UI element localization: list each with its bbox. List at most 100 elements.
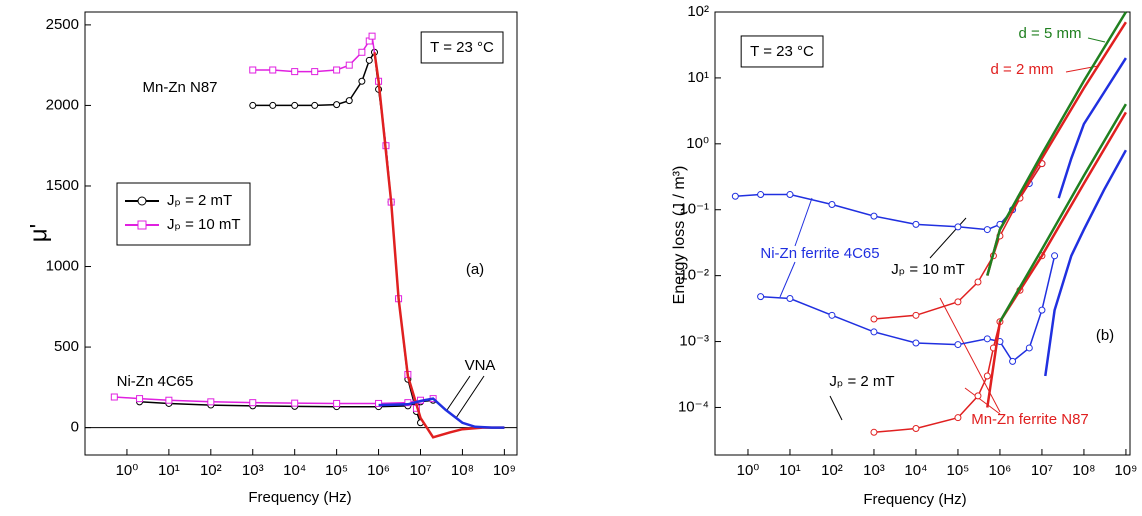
arrow xyxy=(829,395,843,421)
marker xyxy=(983,226,991,234)
marker xyxy=(870,315,878,323)
marker xyxy=(912,339,920,347)
annotation-box xyxy=(420,31,504,64)
series xyxy=(986,11,1127,276)
annotation: T = 23 °C xyxy=(430,39,494,56)
marker xyxy=(333,399,341,407)
marker xyxy=(870,428,878,436)
marker xyxy=(828,201,836,209)
marker xyxy=(731,192,739,200)
annotation: d = 5 mm xyxy=(1019,25,1082,42)
annotation: Jₚ = 10 mT xyxy=(891,261,965,278)
annotation: Mn-Zn N87 xyxy=(142,79,217,96)
y-tick-label: 10⁰ xyxy=(686,135,709,152)
arrows xyxy=(446,37,1106,421)
marker xyxy=(375,399,383,407)
plot-frame xyxy=(84,11,518,456)
annotation: Jₚ = 2 mT xyxy=(829,373,894,390)
x-tick-label: 10³ xyxy=(242,462,264,479)
marker xyxy=(1025,344,1033,352)
y-tick-label: 10⁻¹ xyxy=(679,201,709,218)
x-tick-label: 10⁵ xyxy=(946,462,969,479)
marker xyxy=(912,220,920,228)
series xyxy=(731,160,1046,234)
marker xyxy=(1038,306,1046,314)
arrow xyxy=(1087,37,1106,43)
marker xyxy=(249,66,257,74)
marker xyxy=(954,298,962,306)
annotation: Mn-Zn ferrite N87 xyxy=(971,411,1089,428)
marker xyxy=(1051,252,1059,260)
arrow xyxy=(446,375,471,411)
marker xyxy=(870,212,878,220)
marker xyxy=(974,392,982,400)
marker xyxy=(165,396,173,404)
series-line xyxy=(735,163,1043,231)
marker xyxy=(345,97,353,105)
x-tick-label: 10⁴ xyxy=(904,462,927,479)
marker xyxy=(249,399,257,407)
series xyxy=(1057,57,1127,199)
arrow xyxy=(964,387,1001,415)
y-axis-label: Energy loss (J / m³) xyxy=(671,166,688,305)
series-line xyxy=(373,52,505,439)
marker xyxy=(333,66,341,74)
x-tick-label: 10⁹ xyxy=(493,462,516,479)
legend-label: Jₚ = 10 mT xyxy=(167,216,241,233)
annotation: VNA xyxy=(465,357,496,374)
plot-frame xyxy=(714,11,1131,456)
legend-box xyxy=(116,182,251,246)
marker xyxy=(207,398,215,406)
annotation-box xyxy=(740,35,824,68)
y-tick-label: 1500 xyxy=(46,177,79,194)
marker xyxy=(365,56,373,64)
x-tick-label: 10² xyxy=(200,462,222,479)
series-line xyxy=(873,163,1043,320)
y-tick-label: 1000 xyxy=(46,257,79,274)
series-line xyxy=(1057,57,1127,199)
y-tick-label: 10¹ xyxy=(687,69,709,86)
y-tick-label: 10⁻³ xyxy=(679,333,709,350)
x-tick-label: 10⁷ xyxy=(1031,462,1053,479)
marker xyxy=(291,101,299,109)
marker xyxy=(110,393,118,401)
x-axis-label: Frequency (Hz) xyxy=(248,489,351,506)
series-line xyxy=(1044,149,1127,377)
series xyxy=(378,397,505,429)
annotation: (b) xyxy=(1096,327,1114,344)
series xyxy=(373,52,505,439)
legend-label: Jₚ = 2 mT xyxy=(167,192,232,209)
marker xyxy=(291,68,299,76)
marker xyxy=(954,341,962,349)
y-tick-label: 10² xyxy=(687,3,709,20)
series xyxy=(249,48,425,427)
marker xyxy=(912,311,920,319)
marker xyxy=(311,68,319,76)
marker xyxy=(912,424,920,432)
arrow xyxy=(455,375,485,419)
series-line xyxy=(986,11,1127,276)
series xyxy=(986,111,1127,408)
arrow xyxy=(929,217,967,259)
arrow xyxy=(794,197,813,247)
marker xyxy=(954,414,962,422)
marker xyxy=(974,278,982,286)
annotation: (a) xyxy=(466,261,484,278)
marker xyxy=(954,223,962,231)
marker xyxy=(1009,357,1017,365)
marker xyxy=(828,311,836,319)
marker xyxy=(983,335,991,343)
legend-marker xyxy=(137,220,147,230)
x-tick-label: 10⁸ xyxy=(451,462,474,479)
annotation: T = 23 °C xyxy=(750,43,814,60)
x-tick-label: 10⁶ xyxy=(367,462,390,479)
marker xyxy=(333,101,341,109)
legend-marker xyxy=(137,196,147,206)
marker xyxy=(983,372,991,380)
y-tick-label: 0 xyxy=(71,419,79,436)
marker xyxy=(269,66,277,74)
x-tick-label: 10⁵ xyxy=(325,462,348,479)
x-tick-label: 10⁰ xyxy=(116,462,139,479)
arrow xyxy=(939,297,1001,413)
marker xyxy=(269,101,277,109)
